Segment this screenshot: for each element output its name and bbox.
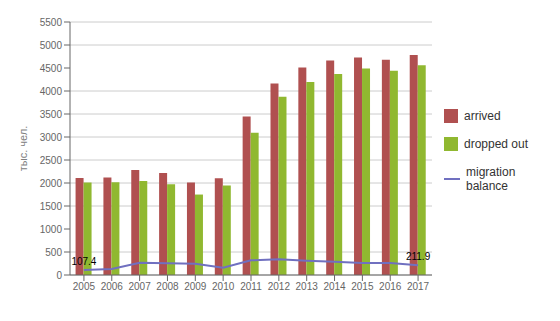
svg-text:1000: 1000: [40, 224, 63, 235]
svg-text:2014: 2014: [323, 281, 346, 292]
svg-text:2009: 2009: [184, 281, 207, 292]
svg-text:2015: 2015: [351, 281, 374, 292]
svg-text:тыс. чел.: тыс. чел.: [17, 126, 29, 172]
svg-text:2013: 2013: [296, 281, 319, 292]
svg-text:2008: 2008: [156, 281, 179, 292]
svg-text:3500: 3500: [40, 109, 63, 120]
svg-text:2010: 2010: [212, 281, 235, 292]
svg-text:3000: 3000: [40, 132, 63, 143]
svg-text:500: 500: [45, 247, 62, 258]
svg-text:0: 0: [56, 270, 62, 281]
svg-text:4000: 4000: [40, 86, 63, 97]
svg-text:2005: 2005: [73, 281, 96, 292]
html-text:dropped out: dropped out: [464, 137, 529, 151]
svg-text:5000: 5000: [40, 40, 63, 51]
svg-text:107.4: 107.4: [71, 256, 96, 267]
html-text:arrived: arrived: [464, 109, 501, 123]
svg-text:2006: 2006: [101, 281, 124, 292]
svg-text:2016: 2016: [379, 281, 402, 292]
svg-text:2500: 2500: [40, 155, 63, 166]
svg-text:5500: 5500: [40, 17, 63, 28]
svg-text:211.9: 211.9: [406, 251, 431, 262]
svg-text:2011: 2011: [240, 281, 262, 292]
svg-text:2007: 2007: [128, 281, 151, 292]
svg-text:2017: 2017: [407, 281, 430, 292]
html-text:migration balance: migration balance: [466, 165, 516, 193]
svg-text:2012: 2012: [268, 281, 291, 292]
svg-text:4500: 4500: [40, 63, 63, 74]
svg-text:1500: 1500: [40, 201, 63, 212]
svg-text:2000: 2000: [40, 178, 63, 189]
